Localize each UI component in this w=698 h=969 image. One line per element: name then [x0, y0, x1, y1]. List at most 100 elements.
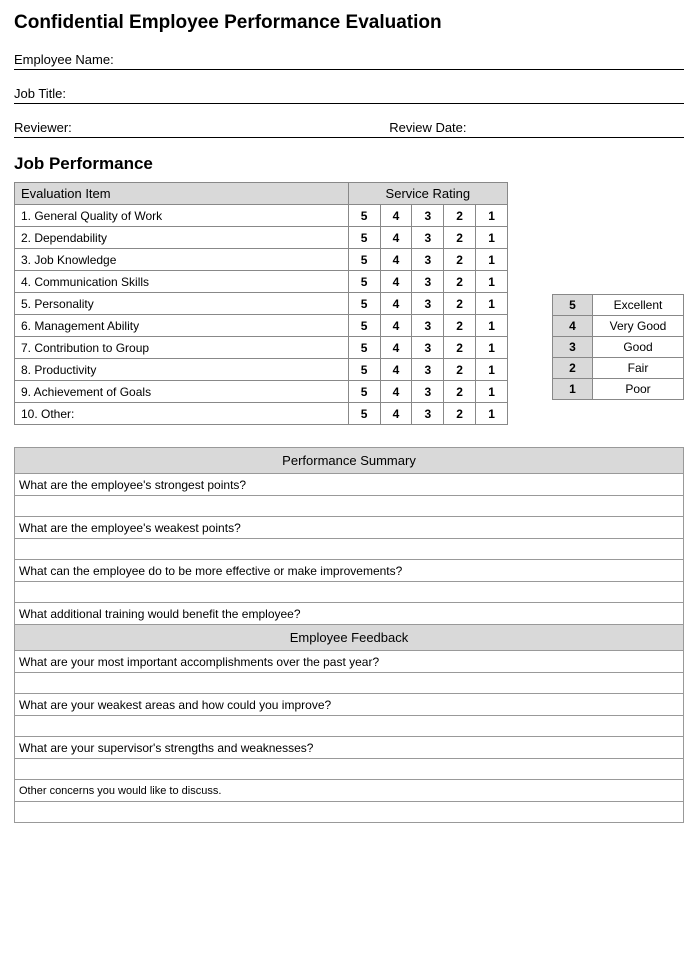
page-title: Confidential Employee Performance Evalua… [14, 12, 684, 34]
rating-cell[interactable]: 5 [348, 249, 380, 271]
job-title-label: Job Title: [14, 86, 66, 101]
rating-cell[interactable]: 2 [444, 249, 476, 271]
rating-cell[interactable]: 3 [412, 315, 444, 337]
rating-cell[interactable]: 4 [380, 403, 412, 425]
rating-cell[interactable]: 4 [380, 381, 412, 403]
rating-cell[interactable]: 2 [444, 227, 476, 249]
question-cell: What additional training would benefit t… [15, 603, 684, 625]
rating-cell[interactable]: 3 [412, 403, 444, 425]
rating-cell[interactable]: 4 [380, 293, 412, 315]
review-date-field[interactable]: Review Date: [389, 120, 684, 135]
answer-cell[interactable] [15, 582, 684, 603]
review-date-label: Review Date: [389, 120, 466, 135]
legend-row: 3Good [553, 337, 684, 358]
legend-label: Excellent [593, 295, 684, 316]
rating-cell[interactable]: 1 [476, 293, 508, 315]
rating-cell[interactable]: 5 [348, 403, 380, 425]
answer-cell[interactable] [15, 539, 684, 560]
rating-cell[interactable]: 4 [380, 227, 412, 249]
rating-cell[interactable]: 5 [348, 337, 380, 359]
legend-num: 1 [553, 379, 593, 400]
rating-cell[interactable]: 2 [444, 315, 476, 337]
employee-name-field[interactable]: Employee Name: [14, 52, 684, 70]
legend-row: 1Poor [553, 379, 684, 400]
rating-cell[interactable]: 1 [476, 359, 508, 381]
eval-row: 7. Contribution to Group54321 [15, 337, 508, 359]
answer-cell[interactable] [15, 716, 684, 737]
rating-cell[interactable]: 2 [444, 359, 476, 381]
rating-cell[interactable]: 2 [444, 381, 476, 403]
rating-cell[interactable]: 2 [444, 271, 476, 293]
legend-wrap: 5Excellent4Very Good3Good2Fair1Poor [552, 182, 684, 400]
reviewer-row: Reviewer: Review Date: [14, 120, 684, 138]
eval-item-cell: 5. Personality [15, 293, 349, 315]
summary-table: Performance SummaryWhat are the employee… [14, 447, 684, 823]
answer-cell[interactable] [15, 759, 684, 780]
rating-cell[interactable]: 5 [348, 205, 380, 227]
eval-row: 6. Management Ability54321 [15, 315, 508, 337]
rating-cell[interactable]: 5 [348, 381, 380, 403]
rating-cell[interactable]: 4 [380, 337, 412, 359]
rating-cell[interactable]: 2 [444, 403, 476, 425]
rating-cell[interactable]: 2 [444, 337, 476, 359]
question-cell: Other concerns you would like to discuss… [15, 780, 684, 802]
job-title-field[interactable]: Job Title: [14, 86, 684, 104]
eval-item-cell: 4. Communication Skills [15, 271, 349, 293]
rating-cell[interactable]: 3 [412, 337, 444, 359]
rating-cell[interactable]: 5 [348, 293, 380, 315]
answer-cell[interactable] [15, 673, 684, 694]
answer-cell[interactable] [15, 802, 684, 823]
rating-cell[interactable]: 4 [380, 359, 412, 381]
rating-cell[interactable]: 1 [476, 205, 508, 227]
rating-cell[interactable]: 1 [476, 249, 508, 271]
rating-cell[interactable]: 2 [444, 293, 476, 315]
rating-cell[interactable]: 3 [412, 227, 444, 249]
job-performance-heading: Job Performance [14, 154, 684, 174]
summary-block: Performance SummaryWhat are the employee… [14, 447, 684, 823]
legend-row: 2Fair [553, 358, 684, 379]
performance-row: Evaluation Item Service Rating 1. Genera… [14, 182, 684, 425]
eval-item-cell: 6. Management Ability [15, 315, 349, 337]
evaluation-table: Evaluation Item Service Rating 1. Genera… [14, 182, 508, 425]
rating-cell[interactable]: 2 [444, 205, 476, 227]
rating-cell[interactable]: 3 [412, 271, 444, 293]
rating-cell[interactable]: 3 [412, 249, 444, 271]
eval-item-cell: 10. Other: [15, 403, 349, 425]
eval-item-cell: 7. Contribution to Group [15, 337, 349, 359]
legend-label: Good [593, 337, 684, 358]
legend-row: 4Very Good [553, 316, 684, 337]
legend-num: 4 [553, 316, 593, 337]
rating-cell[interactable]: 5 [348, 227, 380, 249]
eval-item-cell: 3. Job Knowledge [15, 249, 349, 271]
rating-cell[interactable]: 1 [476, 403, 508, 425]
rating-cell[interactable]: 4 [380, 271, 412, 293]
rating-cell[interactable]: 5 [348, 271, 380, 293]
eval-item-cell: 1. General Quality of Work [15, 205, 349, 227]
eval-header-item: Evaluation Item [15, 183, 349, 205]
rating-cell[interactable]: 4 [380, 205, 412, 227]
legend-row: 5Excellent [553, 295, 684, 316]
rating-cell[interactable]: 5 [348, 315, 380, 337]
rating-cell[interactable]: 3 [412, 293, 444, 315]
rating-cell[interactable]: 3 [412, 359, 444, 381]
eval-item-cell: 8. Productivity [15, 359, 349, 381]
rating-cell[interactable]: 1 [476, 271, 508, 293]
rating-cell[interactable]: 3 [412, 205, 444, 227]
rating-cell[interactable]: 4 [380, 249, 412, 271]
performance-summary-heading: Performance Summary [15, 448, 684, 474]
rating-cell[interactable]: 1 [476, 337, 508, 359]
rating-cell[interactable]: 1 [476, 315, 508, 337]
rating-cell[interactable]: 1 [476, 381, 508, 403]
rating-cell[interactable]: 5 [348, 359, 380, 381]
eval-item-cell: 9. Achievement of Goals [15, 381, 349, 403]
reviewer-field[interactable]: Reviewer: [14, 120, 389, 135]
rating-cell[interactable]: 1 [476, 227, 508, 249]
legend-table: 5Excellent4Very Good3Good2Fair1Poor [552, 294, 684, 400]
employee-name-label: Employee Name: [14, 52, 114, 67]
eval-row: 4. Communication Skills54321 [15, 271, 508, 293]
answer-cell[interactable] [15, 496, 684, 517]
rating-cell[interactable]: 4 [380, 315, 412, 337]
legend-label: Very Good [593, 316, 684, 337]
rating-cell[interactable]: 3 [412, 381, 444, 403]
question-cell: What are your supervisor's strengths and… [15, 737, 684, 759]
